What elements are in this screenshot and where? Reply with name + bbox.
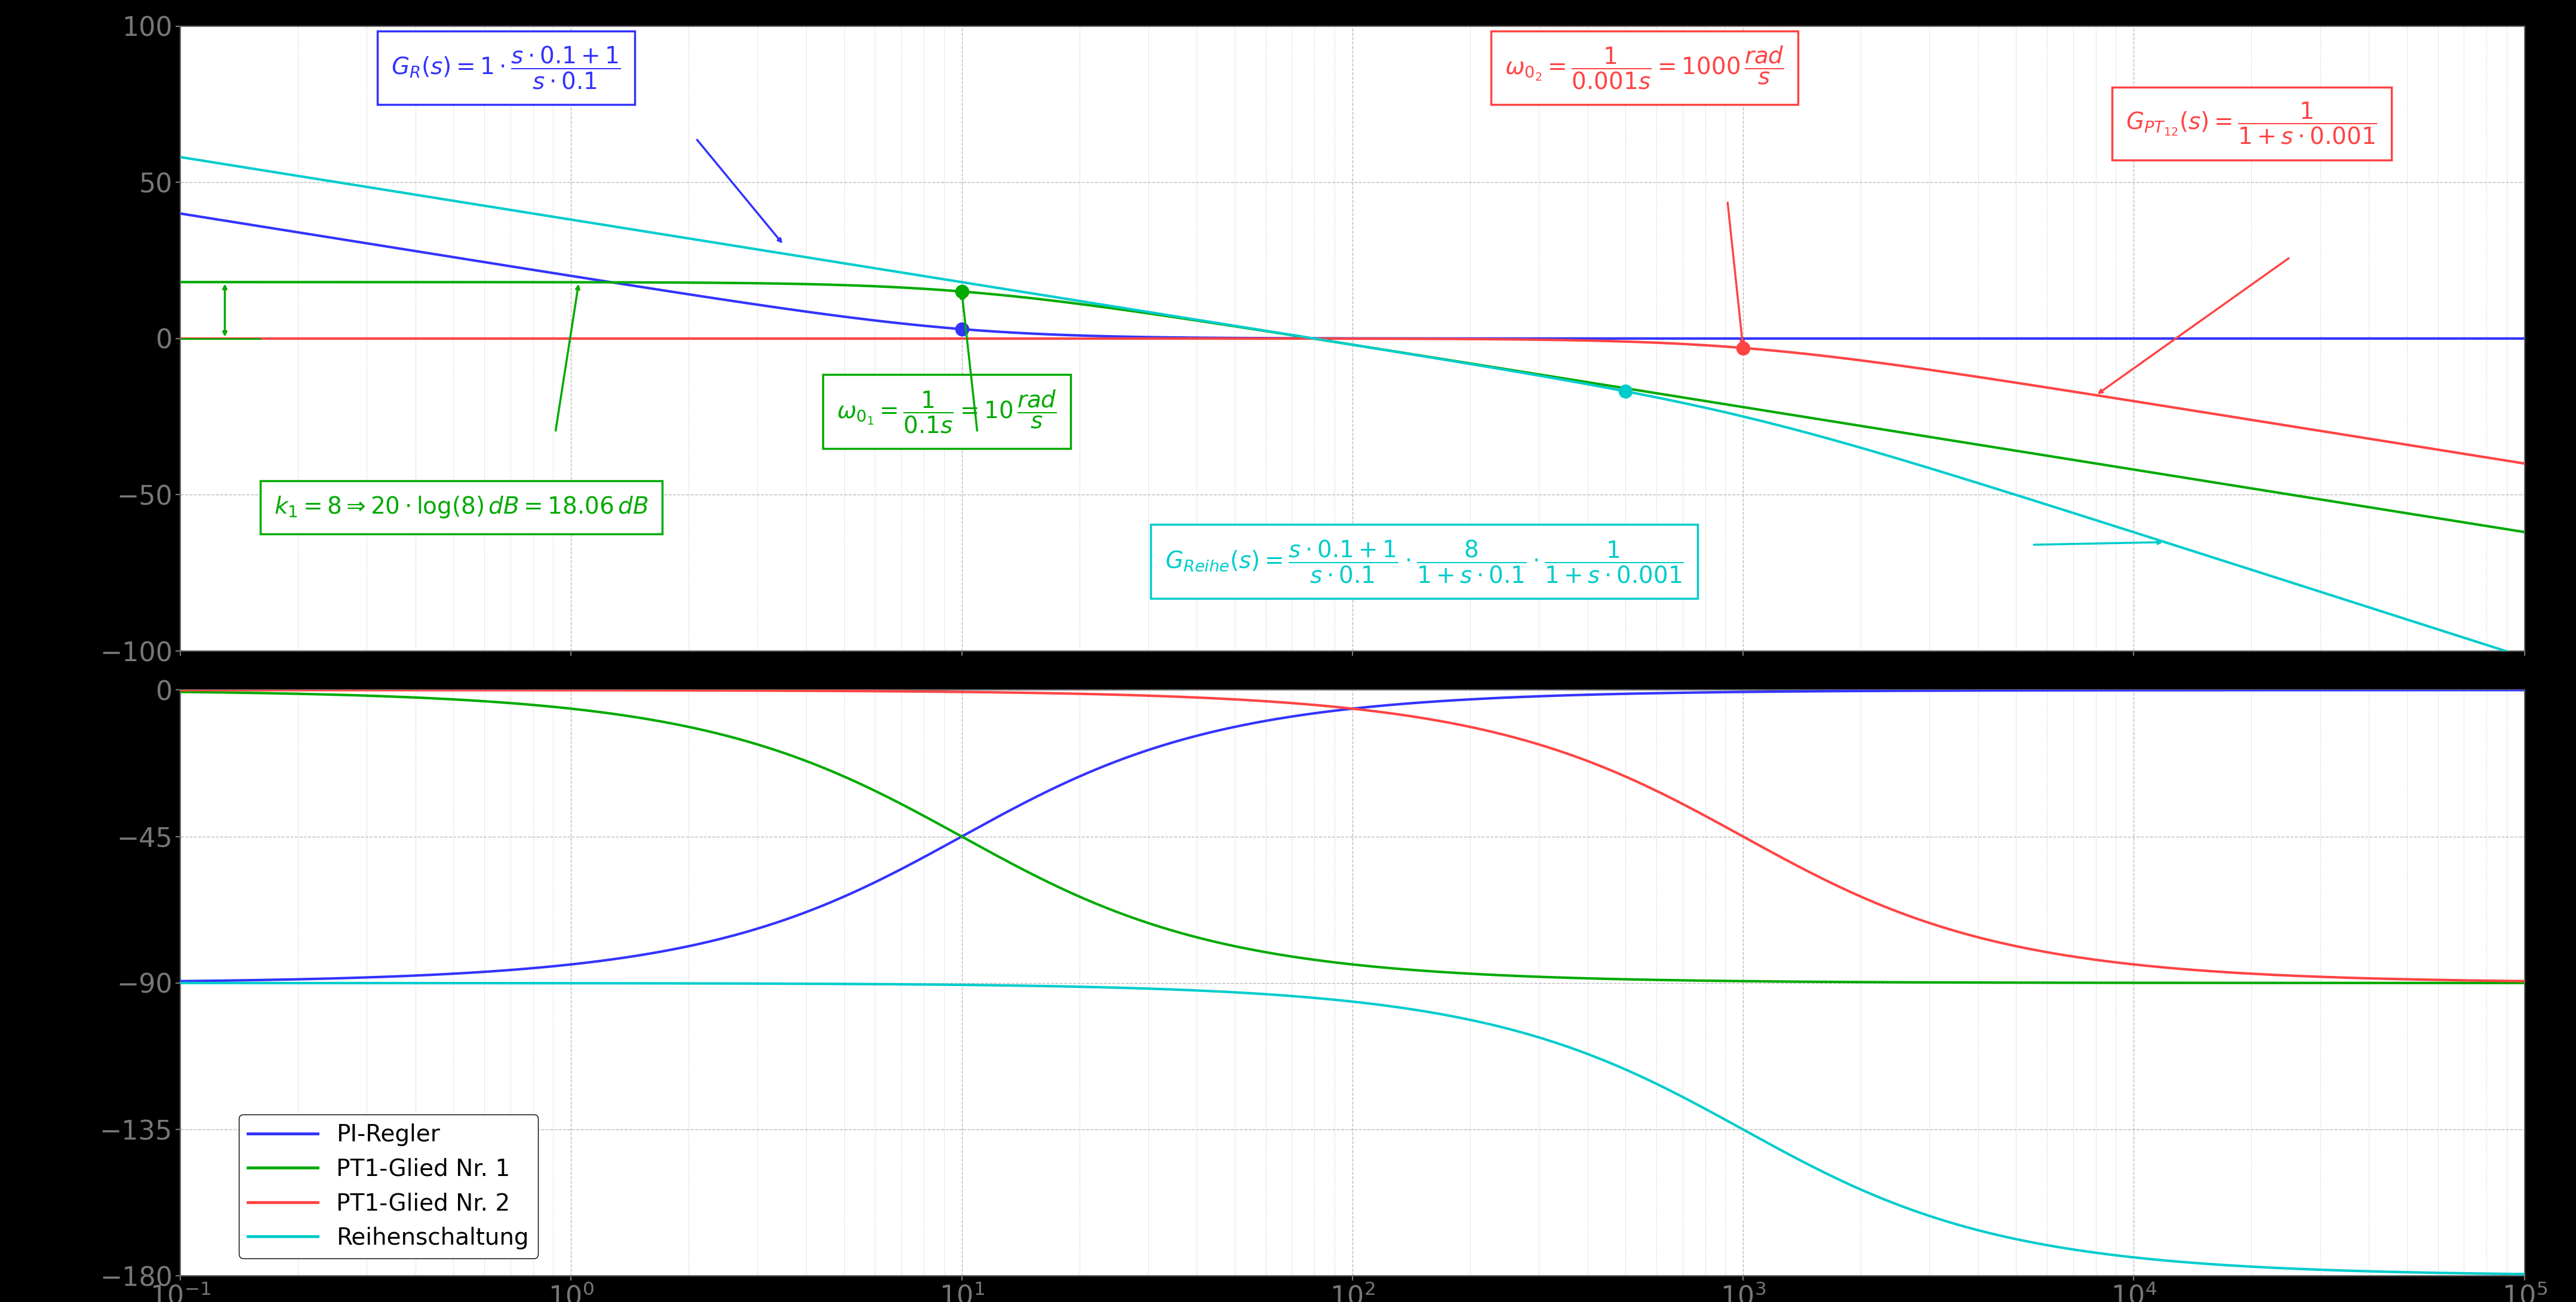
Text: $G_{Reihe}(s) = \dfrac{s \cdot 0.1 + 1}{s \cdot 0.1} \cdot \dfrac{8}{1 + s \cdot: $G_{Reihe}(s) = \dfrac{s \cdot 0.1 + 1}{… — [1164, 539, 1685, 585]
Text: $k_1 = 8 \Rightarrow 20 \cdot \log(8)\,dB = 18.06\,dB$: $k_1 = 8 \Rightarrow 20 \cdot \log(8)\,d… — [273, 495, 649, 519]
Legend: PI-Regler, PT1-Glied Nr. 1, PT1-Glied Nr. 2, Reihenschaltung: PI-Regler, PT1-Glied Nr. 1, PT1-Glied Nr… — [240, 1115, 538, 1259]
Text: $G_{PT_{12}}(s) = \dfrac{1}{1 + s \cdot 0.001}$: $G_{PT_{12}}(s) = \dfrac{1}{1 + s \cdot … — [2125, 102, 2378, 146]
Text: $G_R(s) = 1 \cdot \dfrac{s \cdot 0.1 + 1}{s \cdot 0.1}$: $G_R(s) = 1 \cdot \dfrac{s \cdot 0.1 + 1… — [392, 44, 621, 91]
Text: $\omega_{0_2} = \dfrac{1}{0.001s} = 1000\,\dfrac{rad}{s}$: $\omega_{0_2} = \dfrac{1}{0.001s} = 1000… — [1504, 44, 1785, 91]
Text: $\omega_{0_1} = \dfrac{1}{0.1s} = 10\,\dfrac{rad}{s}$: $\omega_{0_1} = \dfrac{1}{0.1s} = 10\,\d… — [837, 388, 1056, 435]
